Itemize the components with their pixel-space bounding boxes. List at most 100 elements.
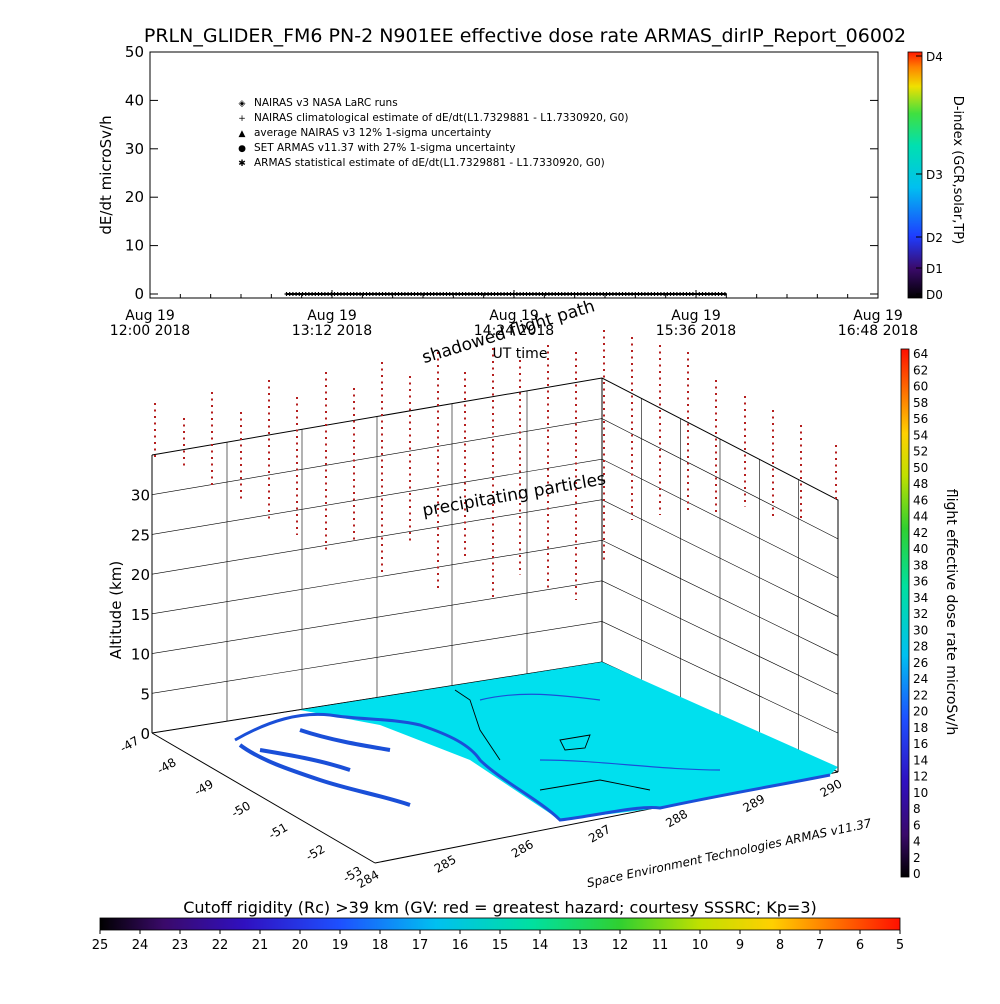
dose-rate-tick-label: 48 [913, 477, 928, 491]
longitude-tick-label: 286 [509, 837, 536, 861]
legend-symbol: ✱ [238, 159, 246, 169]
x-tick-label: Aug 19 [671, 308, 721, 324]
d-index-colorbar [907, 51, 923, 299]
x-tick-label: 15:36 2018 [656, 323, 736, 339]
rc-tick-label: 22 [212, 938, 229, 953]
rc-tick-label: 15 [492, 938, 509, 953]
y-tick-label: 50 [125, 43, 144, 61]
dose-rate-tick-label: 50 [913, 461, 928, 475]
dose-rate-tick-label: 40 [913, 542, 928, 556]
latitude-tick-label: -47 [118, 733, 142, 755]
rc-tick-label: 12 [612, 938, 629, 953]
d-index-tick-label: D3 [926, 168, 943, 182]
rc-tick-label: 19 [332, 938, 349, 953]
dose-rate-tick-label: 4 [913, 835, 921, 849]
dose-rate-tick-label: 12 [913, 770, 928, 784]
rc-tick-label: 10 [692, 938, 709, 953]
longitude-tick-label: 287 [586, 822, 613, 846]
precipitating-particles-annotation: precipitating particles [421, 469, 608, 521]
rc-tick-label: 21 [252, 938, 269, 953]
x-tick-label: 13:12 2018 [292, 323, 372, 339]
x-tick-label: Aug 19 [125, 308, 175, 324]
y-tick-label: 0 [134, 285, 144, 303]
dose-rate-tick-label: 22 [913, 688, 928, 702]
rc-tick-label: 5 [896, 938, 904, 953]
dose-rate-tick-label: 14 [913, 753, 928, 767]
dose-rate-tick-label: 8 [913, 802, 921, 816]
altitude-grid-line [151, 580, 839, 695]
figure-title: PRLN_GLIDER_FM6 PN-2 N901EE effective do… [144, 25, 906, 47]
lake-outline [479, 693, 721, 771]
dose-rate-tick-label: 64 [913, 347, 928, 361]
legend-symbol: + [238, 114, 246, 124]
d-index-label: D-index (GCR,solar,TP) [950, 96, 965, 244]
cutoff-rigidity-colorbar-group: Cutoff rigidity (Rc) >39 km (GV: red = g… [92, 898, 904, 953]
altitude-tick-label: 30 [131, 487, 150, 505]
rc-tick-label: 17 [412, 938, 429, 953]
rc-tick-label: 6 [856, 938, 864, 953]
rc-tick-label: 25 [92, 938, 109, 953]
dose-rate-tick-label: 28 [913, 640, 928, 654]
altitude-grid-line [151, 418, 839, 540]
x-tick-label: Aug 19 [307, 308, 357, 324]
latitude-tick-label: -51 [266, 820, 290, 842]
altitude-tick-label: 5 [140, 685, 150, 703]
longitude-tick-label: 290 [818, 776, 845, 800]
dose-rate-tick-label: 46 [913, 493, 928, 507]
y-tick-label: 40 [125, 91, 144, 109]
dose-rate-tick-label: 56 [913, 412, 928, 426]
cutoff-rigidity-title: Cutoff rigidity (Rc) >39 km (GV: red = g… [183, 898, 817, 917]
dose-rate-tick-label: 58 [913, 396, 928, 410]
d-index-tick-label: D4 [926, 50, 943, 64]
dose-rate-colorbar [900, 348, 910, 878]
y-tick-label: 10 [125, 237, 144, 255]
dose-rate-tick-label: 10 [913, 786, 928, 800]
cutoff-rigidity-colorbar [99, 917, 901, 931]
dose-rate-tick-label: 30 [913, 623, 928, 637]
legend: ◈ NAIRAS v3 NASA LaRC runs + NAIRAS climato… [238, 97, 628, 169]
dose-rate-tick-label: 34 [913, 591, 928, 605]
dose-rate-tick-label: 38 [913, 558, 928, 572]
dose-rate-tick-label: 20 [913, 705, 928, 719]
x-tick-label: 16:48 2018 [838, 323, 918, 339]
dose-rate-y-axis-label: dE/dt microSv/h [97, 115, 115, 234]
dose-rate-tick-label: 44 [913, 510, 928, 524]
latitude-tick-label: -49 [192, 777, 216, 799]
legend-label: NAIRAS v3 NASA LaRC runs [254, 97, 398, 109]
coastline-islands [238, 728, 411, 807]
x-tick-label: 12:00 2018 [110, 323, 190, 339]
rc-tick-label: 9 [736, 938, 744, 953]
longitude-tick-label: 288 [663, 807, 690, 831]
legend-symbol: ● [238, 144, 246, 154]
rc-tick-label: 13 [572, 938, 589, 953]
legend-symbol: ▲ [239, 129, 246, 139]
altitude-tick-label: 15 [131, 606, 150, 624]
y-tick-label: 30 [125, 140, 144, 158]
longitude-tick-label: 289 [740, 792, 767, 816]
y-tick-label: 20 [125, 188, 144, 206]
rc-tick-label: 11 [652, 938, 669, 953]
legend-label: SET ARMAS v11.37 with 27% 1-sigma uncert… [254, 142, 516, 154]
d-index-tick-label: D2 [926, 231, 943, 245]
lat-axis-line [151, 732, 376, 864]
legend-label: NAIRAS climatological estimate of dE/dt(… [254, 112, 628, 124]
d-index-tick-label: D0 [926, 288, 943, 302]
legend-label: average NAIRAS v3 12% 1-sigma uncertaint… [254, 127, 491, 139]
x-tick-label: Aug 19 [853, 308, 903, 324]
dose-rate-colorbar-label: flight effective dose rate microSv/h [943, 489, 959, 735]
rc-tick-label: 18 [372, 938, 389, 953]
dose-rate-tick-label: 2 [913, 851, 921, 865]
rc-tick-label: 24 [132, 938, 149, 953]
dose-rate-tick-label: 6 [913, 818, 921, 832]
altitude-grid-line [151, 458, 839, 578]
terrain-land [300, 662, 838, 820]
dose-rate-tick-label: 0 [913, 867, 921, 881]
dose-rate-tick-label: 32 [913, 607, 928, 621]
rc-tick-label: 16 [452, 938, 469, 953]
altitude-tick-label: 10 [131, 646, 150, 664]
border-line [454, 689, 651, 791]
